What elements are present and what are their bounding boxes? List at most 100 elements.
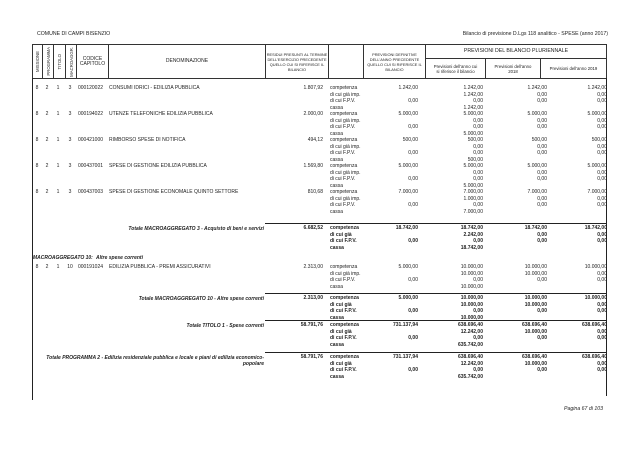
cell-anno-3: 5.000,00 bbox=[587, 163, 607, 169]
line-label: di cui già imp. bbox=[330, 195, 361, 202]
cell-anno-2: 7.000,00 bbox=[527, 189, 547, 195]
cell-programma: 2 bbox=[45, 264, 49, 270]
cell-missione: 8 bbox=[35, 189, 39, 195]
cell-anno-3: 7.000,00 bbox=[587, 189, 607, 195]
col-anno-2: Previsioni dell'anno 2018 bbox=[485, 58, 541, 79]
cell-anno-1: 0,00 bbox=[473, 277, 483, 284]
cell-anno-3: 0,00 bbox=[597, 308, 607, 315]
line-label: di cui già bbox=[330, 328, 352, 335]
cell-anno-3: 5.000,00 bbox=[587, 111, 607, 117]
line-label: cassa bbox=[330, 130, 344, 137]
cell-macroaggregato: 3 bbox=[68, 163, 72, 169]
cell-prev-definitive: 7.000,00 bbox=[398, 189, 418, 195]
line-label: competenza bbox=[330, 111, 358, 117]
col-blank bbox=[328, 44, 364, 79]
cell-anno-2: 0,00 bbox=[537, 277, 547, 284]
line-label: competenza bbox=[330, 322, 359, 328]
cell-anno-3: 0,00 bbox=[597, 231, 607, 238]
cell-prev-definitive: 731.137,94 bbox=[392, 322, 418, 328]
cell-titolo: 1 bbox=[56, 163, 60, 169]
line-label: cassa bbox=[330, 244, 344, 251]
cell-anno-3: 18.742,00 bbox=[584, 225, 607, 231]
line-label: competenza bbox=[330, 163, 358, 169]
cell-anno-1: 5.000,00 bbox=[463, 182, 483, 189]
cell-anno-3: 0,00 bbox=[597, 360, 607, 367]
cell-titolo: 1 bbox=[56, 264, 60, 270]
cell-prev-definitive: 1.242,00 bbox=[398, 85, 418, 91]
line-label: cassa bbox=[330, 104, 344, 111]
cell-anno-3: 0,00 bbox=[597, 195, 607, 202]
cell-denominazione: EDILIZIA PUBBLICA - PREMI ASSICURATIVI bbox=[109, 264, 211, 270]
cell-anno-1: 0,00 bbox=[473, 124, 483, 131]
cell-anno-3: 1.242,00 bbox=[587, 85, 607, 91]
col-denominazione: DENOMINAZIONE bbox=[108, 44, 266, 79]
cell-anno-3: 638.696,40 bbox=[581, 322, 607, 328]
total-label: Totale MACROAGGREGATO 10 - Altre spese c… bbox=[138, 296, 264, 302]
cell-anno-1: 1.242,00 bbox=[463, 104, 483, 111]
cell-prev-definitive: 0,00 bbox=[408, 367, 418, 374]
ente-name: COMUNE DI CAMPI BISENZIO bbox=[37, 31, 111, 37]
cell-prev-definitive: 500,00 bbox=[402, 137, 418, 143]
cell-programma: 2 bbox=[45, 163, 49, 169]
cell-anno-3: 0,00 bbox=[597, 176, 607, 183]
cell-anno-2: 0,00 bbox=[537, 308, 547, 315]
cell-anno-2: 0,00 bbox=[537, 150, 547, 157]
line-label: competenza bbox=[330, 137, 358, 143]
cell-anno-2: 10.000,00 bbox=[524, 360, 547, 367]
line-label: cassa bbox=[330, 341, 344, 348]
cell-prev-definitive: 0,00 bbox=[408, 202, 418, 209]
cell-anno-2: 0,00 bbox=[537, 335, 547, 342]
cell-anno-1: 500,00 bbox=[467, 137, 483, 143]
cell-missione: 8 bbox=[35, 111, 39, 117]
cell-anno-2: 18.742,00 bbox=[524, 225, 547, 231]
cell-anno-2: 10.000,00 bbox=[524, 264, 547, 270]
cell-anno-2: 0,00 bbox=[537, 124, 547, 131]
cell-anno-1: 0,00 bbox=[473, 176, 483, 183]
line-label: di cui F.P.V. bbox=[330, 308, 357, 315]
total-separator bbox=[265, 320, 607, 321]
total-separator bbox=[265, 352, 607, 353]
cell-anno-1: 0,00 bbox=[473, 98, 483, 105]
cell-titolo: 1 bbox=[56, 85, 60, 91]
cell-anno-1: 5.000,00 bbox=[463, 163, 483, 169]
cell-residui: 58.791,76 bbox=[300, 354, 323, 360]
cell-anno-3: 0,00 bbox=[597, 301, 607, 308]
cell-anno-1: 5.000,00 bbox=[463, 111, 483, 117]
cell-codice: 000421000 bbox=[78, 137, 104, 143]
cell-anno-1: 10.000,00 bbox=[460, 301, 483, 308]
cell-denominazione: UTENZE TELEFONICHE EDILIZIA PUBBLICA bbox=[109, 111, 213, 117]
cell-anno-1: 638.696,40 bbox=[457, 322, 483, 328]
cell-anno-3: 0,00 bbox=[597, 143, 607, 150]
cell-programma: 2 bbox=[45, 85, 49, 91]
cell-anno-1: 7.000,00 bbox=[463, 189, 483, 195]
cell-titolo: 1 bbox=[56, 137, 60, 143]
line-label: di cui già bbox=[330, 231, 352, 238]
cell-anno-1: 635.742,00 bbox=[457, 373, 483, 380]
cell-codice: 000120022 bbox=[78, 85, 104, 91]
col-anno-1: Previsioni dell'anno cui si riferisce il… bbox=[425, 58, 486, 79]
cell-prev-definitive: 0,00 bbox=[408, 150, 418, 157]
line-label: di cui già imp. bbox=[330, 117, 361, 124]
line-label: di cui già bbox=[330, 360, 352, 367]
cell-residui: 2.313,00 bbox=[303, 264, 323, 270]
cell-anno-2: 0,00 bbox=[537, 169, 547, 176]
cell-anno-3: 638.696,40 bbox=[581, 354, 607, 360]
line-label: di cui F.P.V. bbox=[330, 202, 356, 209]
cell-codice: 000191024 bbox=[78, 264, 104, 270]
cell-anno-1: 5.000,00 bbox=[463, 130, 483, 137]
cell-prev-definitive: 5.000,00 bbox=[398, 264, 418, 270]
section-description: Altre spese correnti bbox=[96, 255, 143, 261]
cell-anno-1: 635.742,00 bbox=[457, 341, 483, 348]
total-label: Totale PROGRAMMA 2 - Edilizia residenzia… bbox=[46, 355, 264, 367]
cell-anno-3: 500,00 bbox=[591, 137, 607, 143]
line-label: di cui F.P.V. bbox=[330, 98, 356, 105]
cell-anno-1: 10.000,00 bbox=[460, 314, 483, 321]
line-label: di cui F.P.V. bbox=[330, 367, 357, 374]
cell-residui: 6.682,52 bbox=[303, 225, 323, 231]
cell-programma: 2 bbox=[45, 189, 49, 195]
cell-anno-2: 0,00 bbox=[537, 117, 547, 124]
cell-codice: 000194022 bbox=[78, 111, 104, 117]
cell-anno-2: 1.242,00 bbox=[527, 85, 547, 91]
cell-programma: 2 bbox=[45, 137, 49, 143]
